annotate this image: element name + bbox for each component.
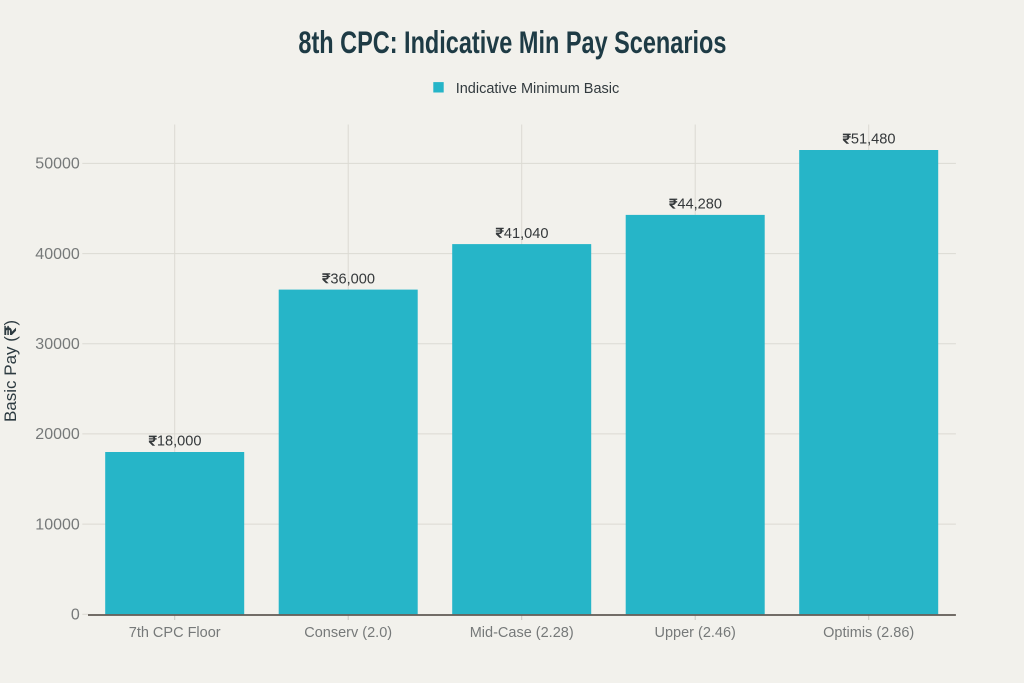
svg-text:20000: 20000 (35, 426, 80, 443)
svg-text:41,040: 41,040 (504, 226, 549, 242)
svg-text:10000: 10000 (35, 516, 80, 533)
svg-text:): ) (1, 320, 20, 326)
svg-text:Mid-Case (2.28): Mid-Case (2.28) (470, 625, 574, 641)
svg-text:Indicative Minimum Basic: Indicative Minimum Basic (456, 81, 620, 97)
svg-text:36,000: 36,000 (330, 271, 375, 287)
svg-text:40000: 40000 (35, 246, 80, 263)
svg-text:Conserv (2.0): Conserv (2.0) (304, 625, 392, 641)
svg-text:44,280: 44,280 (677, 197, 722, 213)
svg-text:50000: 50000 (35, 156, 80, 173)
svg-text:8th CPC: Indicative Min Pay Sc: 8th CPC: Indicative Min Pay Scenarios (298, 24, 726, 60)
svg-text:Optimis (2.86): Optimis (2.86) (823, 625, 914, 641)
svg-text:7th CPC Floor: 7th CPC Floor (129, 625, 221, 641)
svg-text:0: 0 (71, 607, 80, 624)
svg-text:30000: 30000 (35, 336, 80, 353)
svg-text:51,480: 51,480 (851, 132, 896, 148)
svg-text:18,000: 18,000 (157, 434, 202, 450)
svg-text:Basic Pay (: Basic Pay ( (1, 336, 20, 422)
svg-text:Upper (2.46): Upper (2.46) (654, 625, 735, 641)
